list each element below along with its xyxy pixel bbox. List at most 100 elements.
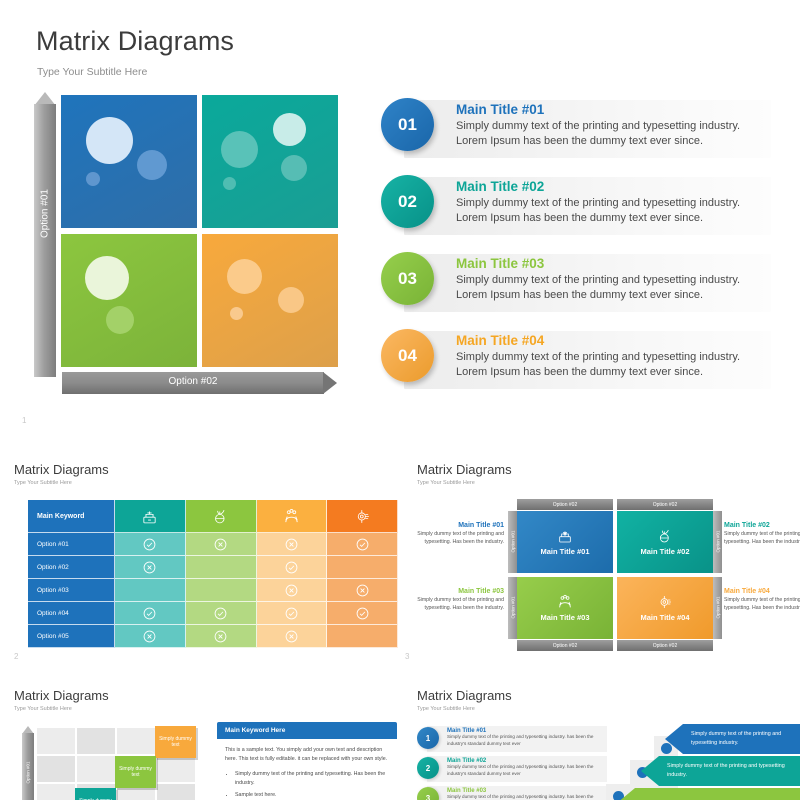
list-item-band [427, 726, 607, 752]
quad-cell-1[interactable]: Main Title #01 [517, 511, 613, 573]
chip-green[interactable]: Simply dummy text [115, 756, 156, 788]
cell-cross[interactable] [185, 533, 257, 556]
quadrant-3[interactable] [61, 234, 197, 367]
gear-circuit-icon [327, 500, 398, 533]
row-label: Option #03 [28, 579, 115, 602]
quadrant-2[interactable] [202, 95, 338, 228]
bubble [86, 172, 100, 186]
panel-bullet: Sample text here. [235, 791, 389, 800]
cell-check[interactable] [185, 602, 257, 625]
table-row[interactable]: Option #01 [28, 533, 398, 556]
side-band-label: Option #01 [715, 530, 721, 553]
panel-paragraph: This is a sample text. You simply add yo… [225, 747, 388, 762]
slide-number: 1 [22, 416, 27, 425]
chip-teal[interactable]: Simply dummy text [75, 788, 116, 800]
list-item-line1: Simply dummy text of the printing and ty… [456, 351, 741, 363]
cell-empty[interactable] [115, 579, 186, 602]
slide-number: 2 [14, 652, 19, 661]
list-item[interactable]: 2 Main Title #02 Simply dummy text of th… [417, 756, 607, 783]
quad-cell-label: Main Title #02 [640, 547, 690, 556]
grid-cell [117, 728, 155, 754]
chip-label: Simply dummy text [159, 735, 192, 749]
quadrant-4[interactable] [202, 234, 338, 367]
list-item-text: Main Title #02 Simply dummy text of the … [447, 758, 603, 778]
list-item-title: Main Title #01 [456, 102, 545, 117]
cell-empty[interactable] [327, 625, 398, 648]
slide-table: Matrix Diagrams Type Your Subtitle Here … [14, 462, 400, 661]
quad-cell-2[interactable]: Main Title #02 [617, 511, 713, 573]
cell-cross[interactable] [256, 579, 328, 602]
cell-cross[interactable] [185, 625, 257, 648]
cell-cross[interactable] [327, 579, 398, 602]
cell-cross[interactable] [115, 625, 186, 648]
list-item-text: Main Title #01 Simply dummy text of the … [447, 728, 603, 748]
list-item-title: Main Title #01 [447, 728, 487, 734]
cell-cross[interactable] [256, 533, 328, 556]
quad-cell-3[interactable]: Main Title #03 [517, 577, 613, 639]
table-row[interactable]: Option #03 [28, 579, 398, 602]
list-item[interactable]: 01 Main Title #01 Simply dummy text of t… [381, 98, 771, 160]
side-band-bl: Option #01 [508, 577, 517, 639]
list-item[interactable]: 03 Main Title #03 Simply dummy text of t… [381, 252, 771, 314]
grid-cell [157, 756, 195, 782]
list-item[interactable]: 04 Main Title #04 Simply dummy text of t… [381, 329, 771, 391]
list-item[interactable]: 02 Main Title #02 Simply dummy text of t… [381, 175, 771, 237]
page-subtitle: Type Your Subtitle Here [417, 480, 475, 486]
grid-cell [37, 784, 75, 800]
list-item[interactable]: 1 Main Title #01 Simply dummy text of th… [417, 726, 607, 753]
dot [636, 766, 648, 778]
cell-empty[interactable] [327, 556, 398, 579]
bubble [86, 117, 133, 164]
side-band-tr: Option #01 [713, 511, 722, 573]
list-item-body: Simply dummy text of the printing and ty… [447, 764, 594, 776]
list-item-text: Main Title #04 Simply dummy text of the … [456, 333, 765, 380]
side-title: Main Title #03 [458, 588, 504, 595]
arrow-band-3[interactable]: Simply dummy text of the printing and ty… [617, 788, 800, 800]
chip-orange[interactable]: Simply dummy text [155, 726, 196, 758]
table-row[interactable]: Option #02 [28, 556, 398, 579]
vertical-axis-arrow: Option #01 [22, 726, 34, 800]
quad-cell-label: Main Title #03 [540, 613, 590, 622]
list-item-line2: Lorem Ipsum has been the dummy text ever… [456, 211, 704, 224]
numbered-list: 1 Main Title #01 Simply dummy text of th… [417, 726, 607, 800]
quadrant-1[interactable] [61, 95, 197, 228]
cell-check[interactable] [256, 556, 328, 579]
cell-check[interactable] [115, 533, 186, 556]
arrow-band-2[interactable]: Simply dummy text of the printing and ty… [641, 756, 800, 786]
list-item-title: Main Title #02 [447, 758, 487, 764]
matrix-quadrants [61, 95, 338, 367]
bottom-band-left: Option #02 [517, 640, 613, 651]
cell-cross[interactable] [115, 556, 186, 579]
side-text-4: Main Title #04 Simply dummy text of the … [724, 588, 800, 613]
arrow-band-1[interactable]: Simply dummy text of the printing and ty… [665, 724, 800, 754]
side-text-2: Main Title #02 Simply dummy text of the … [724, 522, 800, 547]
cell-cross[interactable] [256, 625, 328, 648]
row-label: Option #02 [28, 556, 115, 579]
page-subtitle: Type Your Subtitle Here [37, 66, 148, 78]
hands-people-icon [559, 594, 571, 608]
bubble [85, 256, 129, 300]
cell-check[interactable] [256, 602, 328, 625]
cell-check[interactable] [327, 533, 398, 556]
list-item-line2: Lorem Ipsum has been the dummy text ever… [456, 288, 704, 301]
side-text-1: Main Title #01 Simply dummy text of the … [412, 522, 504, 547]
list-item-band [404, 331, 771, 389]
list-item-number: 04 [381, 329, 434, 382]
table-row[interactable]: Option #05 [28, 625, 398, 648]
slide-list-arrows: Matrix Diagrams Type Your Subtitle Here … [417, 688, 800, 800]
page-title: Matrix Diagrams [36, 26, 235, 56]
cell-empty[interactable] [185, 556, 257, 579]
arrow-head-icon [323, 372, 337, 394]
cell-check[interactable] [327, 602, 398, 625]
side-band-label: Option #01 [510, 530, 516, 553]
quad-cell-4[interactable]: Main Title #04 [617, 577, 713, 639]
x-axis-label: Option #02 [168, 376, 218, 387]
table-row[interactable]: Option #04 [28, 602, 398, 625]
list-item-line1: Simply dummy text of the printing and ty… [456, 274, 741, 286]
quad-cell-label: Main Title #01 [540, 547, 590, 556]
cell-empty[interactable] [185, 579, 257, 602]
cell-check[interactable] [115, 602, 186, 625]
top-band-right: Option #02 [617, 499, 713, 510]
list-item[interactable]: 3 Main Title #03 Simply dummy text of th… [417, 786, 607, 800]
hands-people-icon [256, 500, 328, 533]
